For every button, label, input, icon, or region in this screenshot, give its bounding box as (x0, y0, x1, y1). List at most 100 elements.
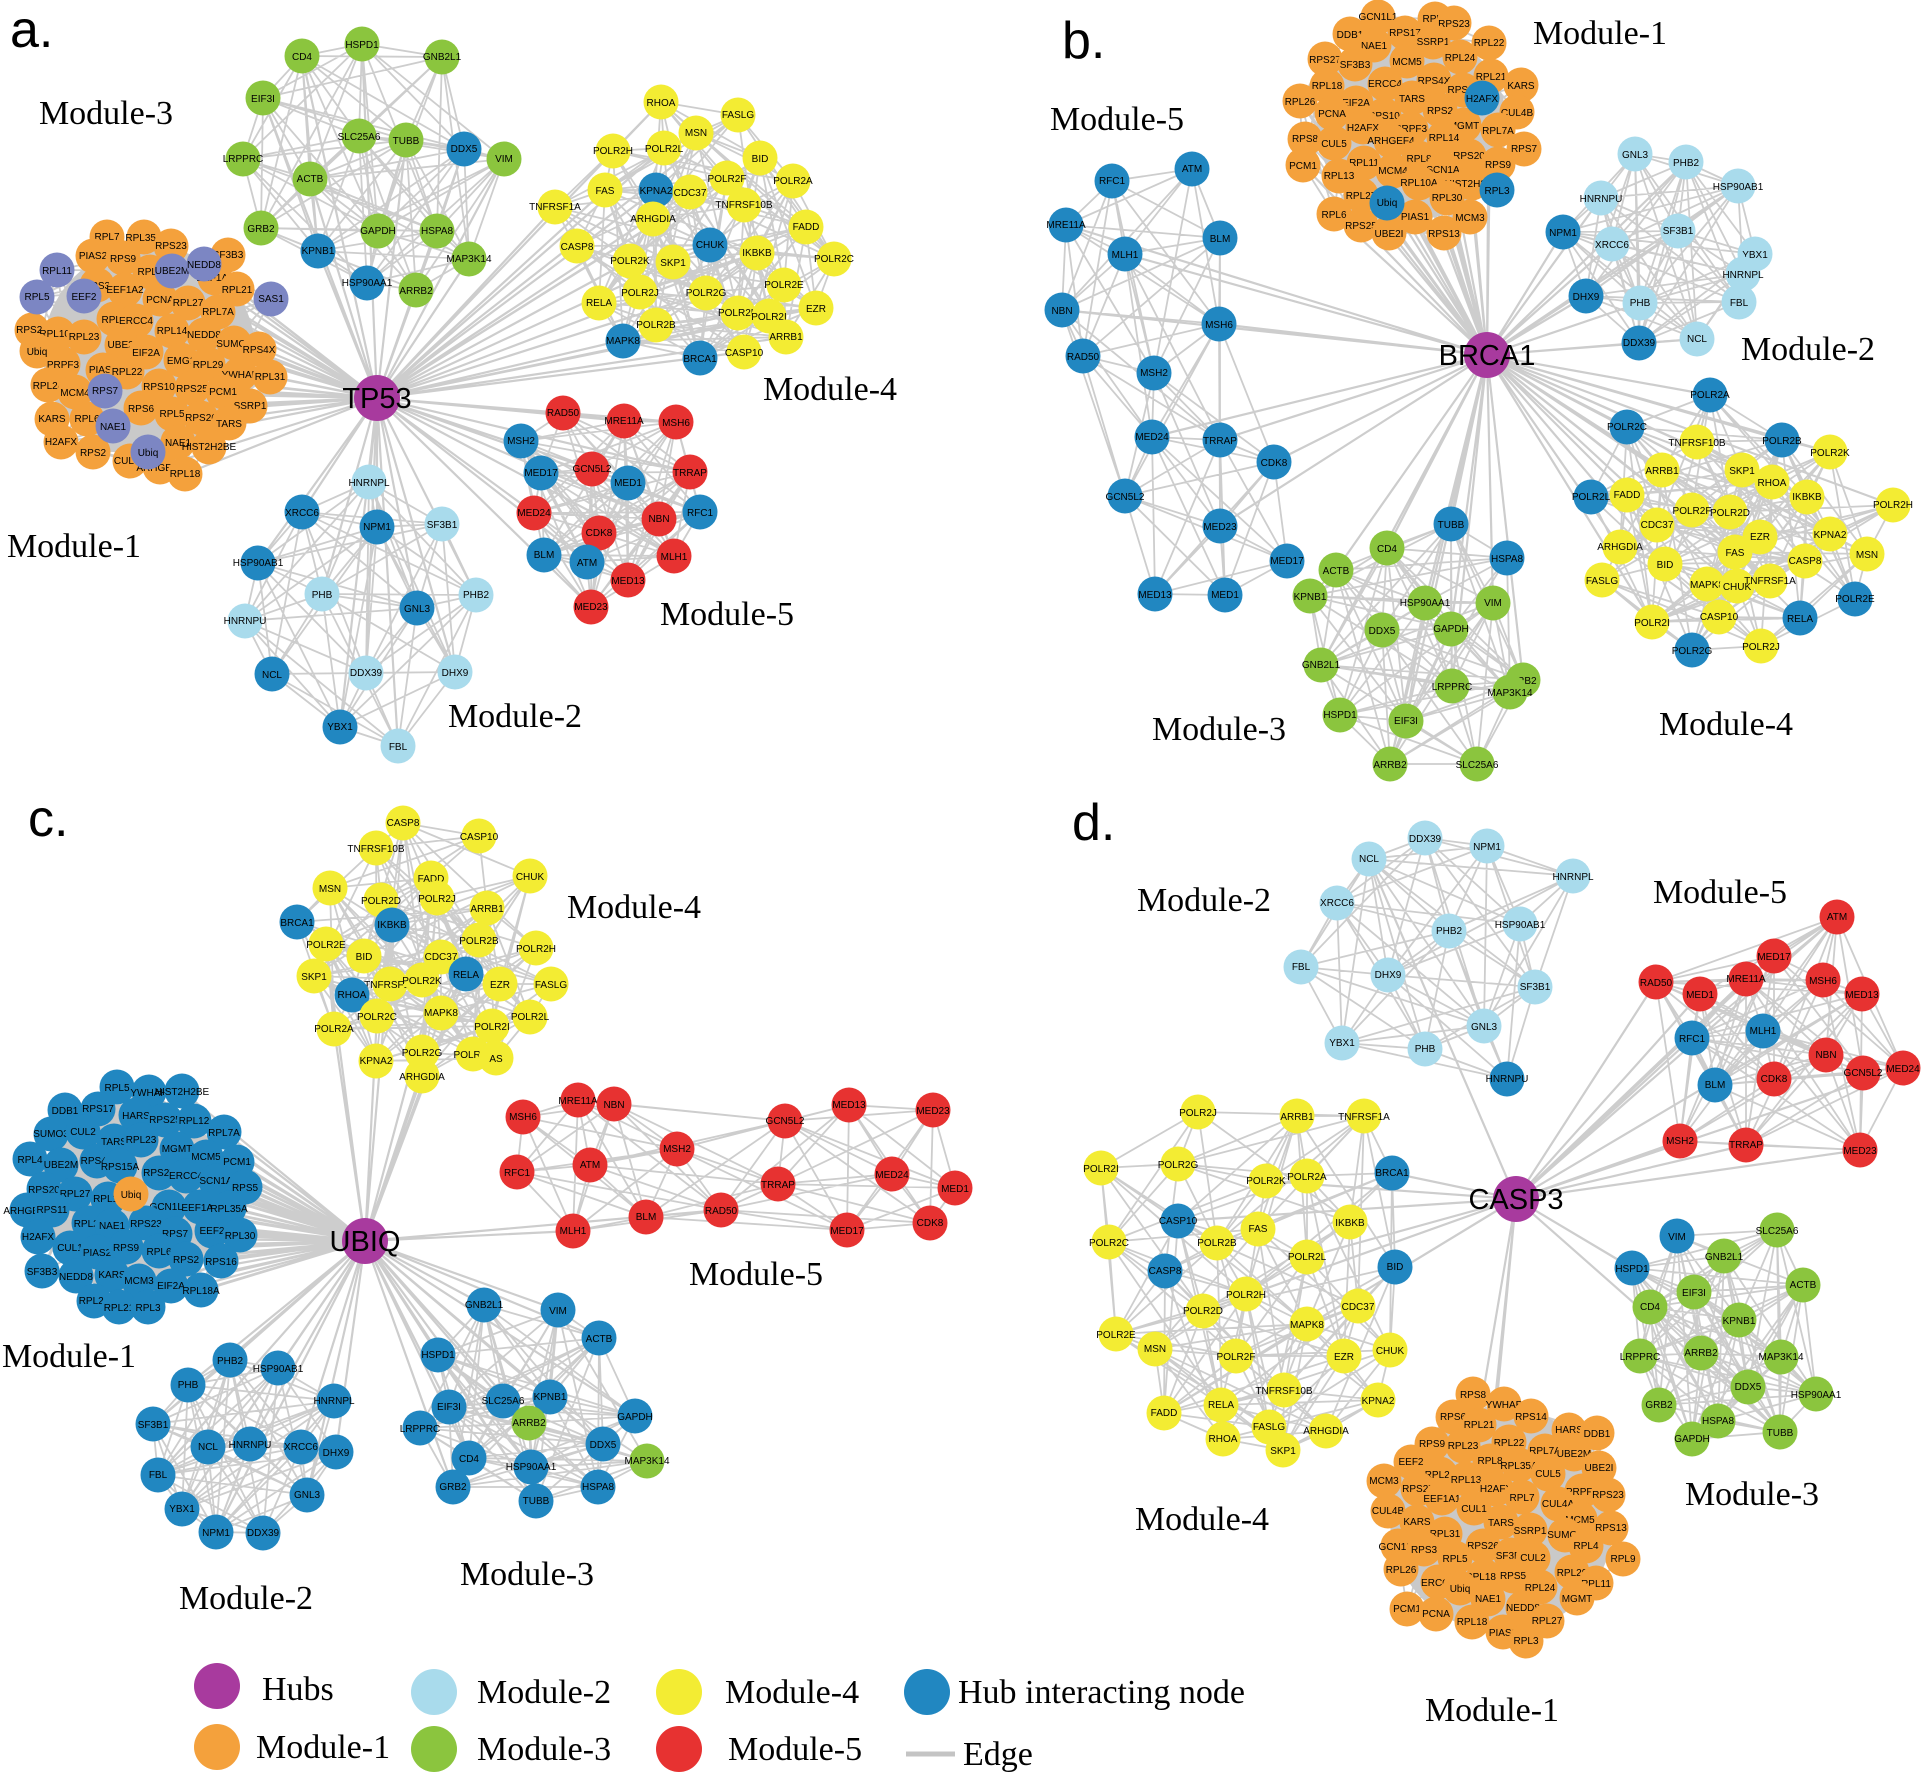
svg-text:MED13: MED13 (832, 1100, 866, 1111)
svg-text:POLR2B: POLR2B (459, 936, 499, 947)
svg-text:RPL11: RPL11 (42, 266, 72, 277)
svg-text:MAP3K14: MAP3K14 (446, 254, 491, 265)
svg-text:HNRNPL: HNRNPL (1722, 270, 1764, 281)
svg-text:EIF2A: EIF2A (132, 348, 160, 359)
svg-text:RPL18A: RPL18A (1465, 1572, 1503, 1583)
svg-text:EZR: EZR (806, 304, 826, 315)
svg-text:MED1: MED1 (941, 1184, 969, 1195)
svg-text:RPL3: RPL3 (135, 1303, 160, 1314)
svg-text:POLR2J: POLR2J (621, 288, 659, 299)
svg-text:CASP8: CASP8 (1789, 556, 1822, 567)
svg-text:ACTB: ACTB (586, 1334, 613, 1345)
svg-text:MED24: MED24 (1886, 1064, 1920, 1075)
svg-text:SF3B3: SF3B3 (27, 1267, 58, 1278)
svg-text:CHUK: CHUK (1376, 1346, 1405, 1357)
svg-text:KPNA2: KPNA2 (1362, 1396, 1395, 1407)
svg-text:MAP3K14: MAP3K14 (1487, 688, 1532, 699)
svg-text:ARRB2: ARRB2 (1373, 760, 1407, 771)
svg-text:HNRNPL: HNRNPL (313, 1396, 355, 1407)
svg-text:EIF3I: EIF3I (437, 1402, 461, 1413)
svg-text:HNRNPU: HNRNPU (229, 1440, 272, 1451)
svg-text:RAD50: RAD50 (705, 1206, 738, 1217)
svg-text:NAE1: NAE1 (1361, 41, 1388, 52)
svg-text:b.: b. (1062, 12, 1105, 70)
svg-text:NBN: NBN (1815, 1050, 1836, 1061)
svg-text:POLR2F: POLR2F (1673, 506, 1712, 517)
svg-text:POLR2G: POLR2G (1672, 646, 1713, 657)
svg-text:BID: BID (356, 952, 373, 963)
svg-text:EIF3I: EIF3I (251, 94, 275, 105)
svg-text:HSPD1: HSPD1 (1323, 710, 1357, 721)
svg-text:CDC37: CDC37 (1342, 1302, 1375, 1313)
svg-text:RPS23: RPS23 (1438, 19, 1470, 30)
svg-text:AS: AS (489, 1054, 503, 1065)
svg-text:MAPK8: MAPK8 (1290, 1320, 1324, 1331)
svg-text:GAPDH: GAPDH (1674, 1434, 1710, 1445)
svg-text:RPS9: RPS9 (1419, 1439, 1446, 1450)
svg-text:FBL: FBL (1292, 962, 1311, 973)
svg-text:HSP90AA1: HSP90AA1 (1400, 598, 1451, 609)
svg-text:ARHGDIA: ARHGDIA (1303, 1426, 1349, 1437)
svg-text:RPL13: RPL13 (1324, 171, 1355, 182)
svg-text:LRPPRC: LRPPRC (400, 1424, 441, 1435)
svg-text:Ubiq: Ubiq (121, 1190, 142, 1201)
svg-text:ARHGDIA: ARHGDIA (630, 214, 676, 225)
svg-text:RPS8: RPS8 (1460, 1390, 1487, 1401)
svg-text:Module-3: Module-3 (39, 95, 173, 132)
svg-text:MSN: MSN (1144, 1344, 1166, 1355)
svg-text:BID: BID (1657, 560, 1674, 571)
svg-text:PCNA: PCNA (1422, 1609, 1450, 1620)
svg-text:ARHGDIA: ARHGDIA (399, 1072, 445, 1083)
svg-text:BRCA1: BRCA1 (1375, 1168, 1409, 1179)
svg-text:SSRP1: SSRP1 (1417, 37, 1450, 48)
svg-text:RPL35A: RPL35A (210, 1204, 248, 1215)
svg-text:NPM1: NPM1 (1549, 228, 1577, 239)
svg-text:POLR2C: POLR2C (1089, 1238, 1129, 1249)
svg-text:RFC1: RFC1 (504, 1168, 531, 1179)
svg-text:RPS14: RPS14 (1515, 1412, 1547, 1423)
svg-text:MRE11A: MRE11A (1726, 974, 1766, 985)
svg-text:RPS17: RPS17 (1389, 28, 1421, 39)
svg-text:RPS23: RPS23 (130, 1219, 162, 1230)
svg-text:EEF1A1: EEF1A1 (196, 273, 234, 284)
svg-text:PHB: PHB (312, 590, 333, 601)
svg-text:MAP3K14: MAP3K14 (1758, 1352, 1803, 1363)
svg-text:MED24: MED24 (875, 1170, 909, 1181)
svg-text:ERCC4: ERCC4 (119, 316, 153, 327)
svg-text:Module-2: Module-2 (477, 1674, 611, 1711)
svg-text:POLR2A: POLR2A (1690, 390, 1730, 401)
svg-text:GCN5L2: GCN5L2 (573, 464, 612, 475)
svg-text:MAP3K14: MAP3K14 (624, 1456, 669, 1467)
svg-text:TARS: TARS (1488, 1518, 1514, 1529)
svg-text:RPL11: RPL11 (93, 1194, 123, 1205)
svg-text:POLR2G: POLR2G (1158, 1160, 1199, 1171)
svg-text:TARS: TARS (1399, 94, 1425, 105)
svg-text:KPNB1: KPNB1 (534, 1392, 567, 1403)
svg-text:GCN5L2: GCN5L2 (766, 1116, 805, 1127)
svg-text:RPS8: RPS8 (1292, 134, 1319, 145)
svg-text:RPS25: RPS25 (149, 1115, 181, 1126)
svg-text:MSH2: MSH2 (1666, 1136, 1694, 1147)
svg-text:RAD50: RAD50 (547, 408, 580, 419)
svg-text:SLC25A6: SLC25A6 (482, 1396, 525, 1407)
svg-text:MED1: MED1 (614, 478, 642, 489)
svg-text:POLR2E: POLR2E (1835, 594, 1875, 605)
svg-text:CHUK: CHUK (1723, 582, 1752, 593)
svg-text:VIM: VIM (1668, 1232, 1686, 1243)
svg-text:SKP1: SKP1 (301, 972, 327, 983)
svg-text:RPL5: RPL5 (24, 292, 49, 303)
svg-text:NAE1: NAE1 (100, 422, 127, 433)
svg-text:RPL23: RPL23 (126, 1135, 157, 1146)
svg-text:ACTB: ACTB (1323, 566, 1350, 577)
svg-text:SKP1: SKP1 (660, 258, 686, 269)
svg-text:FBL: FBL (149, 1470, 168, 1481)
svg-text:HNRNPL: HNRNPL (348, 478, 390, 489)
svg-text:RPL29: RPL29 (1557, 1568, 1588, 1579)
svg-text:RHOA: RHOA (647, 98, 676, 109)
svg-text:RPL23: RPL23 (1448, 1441, 1479, 1452)
svg-text:MCM4: MCM4 (1378, 166, 1408, 177)
svg-text:MED17: MED17 (524, 468, 558, 479)
svg-text:IKBKB: IKBKB (377, 920, 407, 931)
svg-text:YBX1: YBX1 (169, 1504, 195, 1515)
svg-text:TUBB: TUBB (1438, 520, 1465, 531)
